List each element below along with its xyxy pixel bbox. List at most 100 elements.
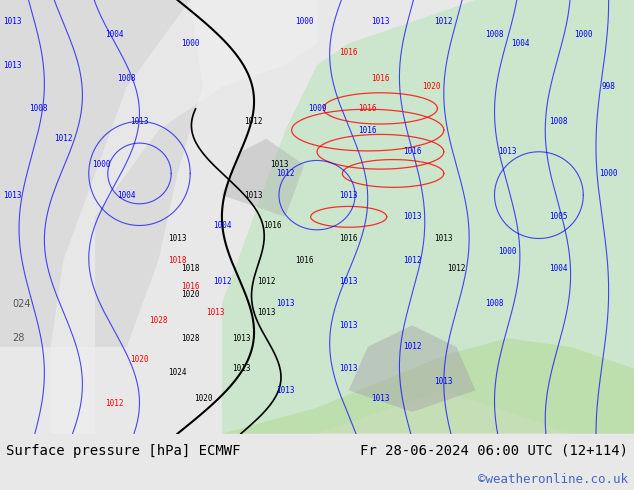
Text: 1004: 1004 <box>105 30 124 39</box>
Bar <box>53 0 56 434</box>
Bar <box>29 0 31 434</box>
Bar <box>166 0 169 434</box>
Polygon shape <box>222 139 304 217</box>
Bar <box>204 0 206 434</box>
Text: 1013: 1013 <box>434 234 453 243</box>
Bar <box>109 0 111 434</box>
Text: 1000: 1000 <box>181 39 200 48</box>
Text: 1016: 1016 <box>358 104 377 113</box>
Text: 1012: 1012 <box>403 256 422 265</box>
Bar <box>71 0 74 434</box>
Bar <box>4 0 6 434</box>
Text: 1013: 1013 <box>371 17 390 26</box>
Bar <box>219 0 222 434</box>
Bar <box>139 0 142 434</box>
Bar <box>217 0 219 434</box>
Text: 1020: 1020 <box>422 82 441 91</box>
Bar <box>191 0 193 434</box>
Polygon shape <box>51 0 317 434</box>
Bar <box>98 0 100 434</box>
Bar <box>118 0 120 434</box>
Bar <box>124 0 126 434</box>
Text: 1024: 1024 <box>168 368 187 377</box>
Bar <box>6 0 9 434</box>
Bar <box>80 0 82 434</box>
Bar <box>148 0 151 434</box>
Bar <box>33 0 36 434</box>
Text: 1004: 1004 <box>510 39 529 48</box>
Text: 1013: 1013 <box>257 308 276 317</box>
Text: 1008: 1008 <box>485 30 504 39</box>
Text: 1012: 1012 <box>244 117 263 126</box>
Bar <box>58 0 60 434</box>
Bar <box>67 0 68 434</box>
Bar <box>111 0 113 434</box>
Text: 1013: 1013 <box>339 364 358 373</box>
Text: 1028: 1028 <box>181 334 200 343</box>
Text: 1000: 1000 <box>498 247 517 256</box>
Bar <box>89 0 91 434</box>
Text: 1016: 1016 <box>403 147 422 156</box>
Bar <box>27 0 29 434</box>
Bar <box>22 0 24 434</box>
Text: 1013: 1013 <box>168 234 187 243</box>
Text: 1004: 1004 <box>212 221 231 230</box>
Bar <box>189 0 191 434</box>
Text: 1000: 1000 <box>92 160 111 169</box>
Bar <box>62 0 65 434</box>
Bar <box>146 0 148 434</box>
Text: 1016: 1016 <box>295 256 314 265</box>
Text: 1013: 1013 <box>339 321 358 330</box>
Text: 1013: 1013 <box>339 277 358 286</box>
Text: 1013: 1013 <box>498 147 517 156</box>
Bar <box>144 0 146 434</box>
Bar <box>182 0 184 434</box>
Bar <box>18 0 20 434</box>
Text: 1016: 1016 <box>358 125 377 135</box>
Bar <box>122 0 124 434</box>
Bar <box>82 0 84 434</box>
Bar <box>197 0 200 434</box>
Bar <box>84 0 86 434</box>
Bar <box>75 0 77 434</box>
Text: 024: 024 <box>13 298 31 309</box>
Text: 1012: 1012 <box>403 343 422 351</box>
Text: 1009: 1009 <box>307 104 327 113</box>
Text: 1008: 1008 <box>548 117 567 126</box>
Bar <box>200 0 202 434</box>
Bar <box>49 0 51 434</box>
Text: 1016: 1016 <box>371 74 390 82</box>
Bar <box>68 0 71 434</box>
Bar <box>164 0 166 434</box>
Text: 1013: 1013 <box>276 299 295 308</box>
Text: ©weatheronline.co.uk: ©weatheronline.co.uk <box>477 473 628 487</box>
Text: 1013: 1013 <box>3 61 22 70</box>
Text: 1013: 1013 <box>276 386 295 395</box>
Bar <box>202 0 204 434</box>
Bar <box>180 0 182 434</box>
Bar <box>113 0 115 434</box>
Text: 1013: 1013 <box>371 394 390 403</box>
Bar <box>142 0 144 434</box>
Text: 998: 998 <box>602 82 616 91</box>
Text: 1000: 1000 <box>295 17 314 26</box>
Text: 1008: 1008 <box>29 104 48 113</box>
Text: 1012: 1012 <box>257 277 276 286</box>
Text: 1018: 1018 <box>168 256 187 265</box>
Text: 1013: 1013 <box>206 308 225 317</box>
Text: 1013: 1013 <box>231 334 250 343</box>
Bar <box>40 0 42 434</box>
Bar <box>178 0 180 434</box>
Text: 1020: 1020 <box>193 394 212 403</box>
Bar <box>184 0 186 434</box>
Bar <box>107 0 109 434</box>
Text: 1012: 1012 <box>276 169 295 178</box>
Bar <box>195 0 197 434</box>
Bar <box>91 0 93 434</box>
Bar <box>104 0 107 434</box>
Bar <box>138 0 139 434</box>
Bar <box>2 0 4 434</box>
Bar <box>171 0 173 434</box>
Text: 1020: 1020 <box>181 291 200 299</box>
Bar <box>44 0 47 434</box>
